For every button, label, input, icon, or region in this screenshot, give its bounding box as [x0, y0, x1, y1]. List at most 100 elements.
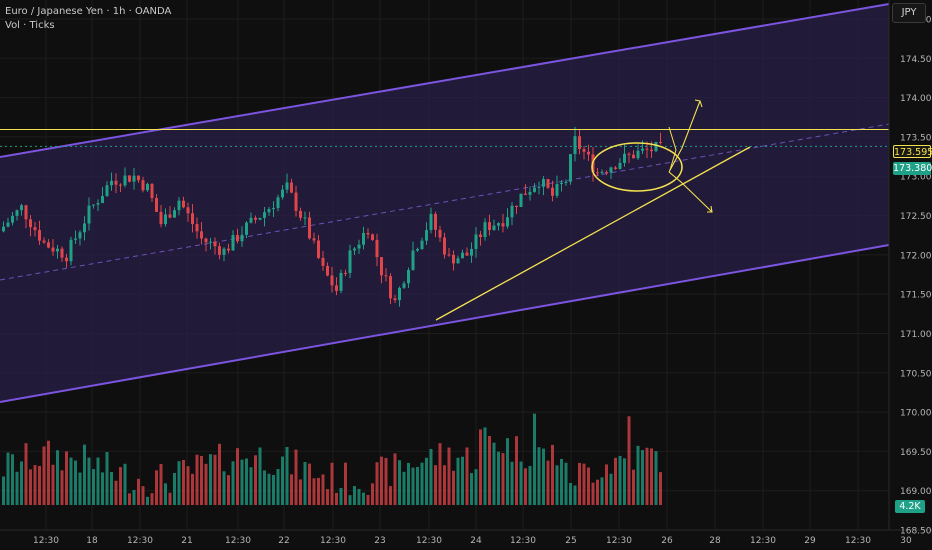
volume-bar: [308, 463, 311, 505]
volume-bar: [362, 492, 365, 505]
volume-bar: [254, 455, 257, 505]
candle-body: [425, 229, 428, 241]
volume-bar: [510, 461, 514, 505]
candle-body: [272, 208, 275, 210]
candle-body: [533, 187, 536, 192]
candle-body: [461, 252, 464, 259]
candle-body: [159, 211, 163, 225]
volume-bar: [56, 450, 59, 505]
volume-bar: [560, 458, 563, 505]
volume-bar: [258, 447, 262, 505]
time-tick-label: 22: [278, 536, 289, 546]
volume-bar: [636, 445, 640, 505]
volume-bar: [353, 486, 356, 505]
price-tick-label: 168.500: [900, 527, 932, 537]
candle-body: [632, 154, 635, 159]
channel-fill: [0, 4, 889, 402]
candle-body: [582, 148, 586, 152]
volume-bar: [272, 474, 275, 505]
volume-bar: [384, 457, 388, 505]
candle-body: [524, 193, 527, 195]
candle-body: [438, 229, 442, 238]
candle-body: [483, 222, 487, 238]
candle-body: [92, 204, 95, 206]
volume-bar: [276, 469, 280, 505]
volume-badge: 4.2K: [895, 500, 925, 513]
candle-body: [564, 181, 568, 183]
volume-bar: [375, 462, 379, 505]
breakdown-arrow: [668, 171, 713, 213]
candle-body: [474, 234, 478, 249]
candle-body: [447, 254, 451, 256]
price-tick-label: 170.500: [900, 369, 932, 379]
volume-bar: [191, 473, 194, 505]
volume-bar: [641, 450, 644, 505]
candle-body: [200, 231, 203, 239]
time-tick-label: 12:30: [33, 536, 59, 546]
candle-body: [51, 247, 55, 252]
volume-bar: [551, 444, 554, 505]
volume-bar: [267, 473, 271, 505]
candle-body: [506, 217, 509, 227]
candle-body: [371, 234, 374, 241]
volume-bar: [546, 460, 550, 505]
volume-bar: [119, 467, 122, 505]
candle-body: [285, 182, 289, 190]
volume-bar: [240, 459, 244, 505]
volume-bar: [600, 477, 604, 505]
volume-bar: [366, 494, 370, 505]
volume-bar: [380, 456, 383, 505]
candle-body: [398, 287, 401, 301]
volume-bar: [200, 455, 203, 505]
candle-body: [218, 246, 221, 255]
candle-body: [173, 210, 176, 218]
candle-body: [605, 171, 608, 173]
volume-bar: [578, 462, 581, 505]
candle-body: [182, 200, 185, 208]
symbol-title[interactable]: Euro / Japanese Yen · 1h · OANDA: [5, 6, 172, 17]
candle-body: [488, 222, 491, 231]
indicator-label[interactable]: Vol · Ticks: [5, 20, 55, 31]
volume-bar: [506, 438, 509, 505]
time-tick-label: 30: [900, 536, 912, 546]
volume-bar: [38, 465, 41, 505]
volume-bar: [416, 466, 419, 505]
candle-body: [497, 223, 500, 226]
candle-body: [645, 148, 649, 150]
currency-button[interactable]: JPY: [892, 3, 926, 23]
candle-body: [254, 217, 257, 220]
volume-bar: [402, 471, 406, 505]
volume-bar: [29, 469, 32, 505]
candle-body: [312, 238, 316, 241]
candle-body: [29, 219, 32, 228]
volume-bar: [434, 465, 437, 505]
volume-bar: [159, 463, 163, 505]
candle-body: [659, 141, 662, 143]
candle-body: [137, 175, 140, 181]
volume-bar: [452, 470, 455, 505]
candle-body: [344, 272, 347, 274]
volume-bar: [582, 463, 586, 505]
wedge-lines: [668, 126, 677, 171]
volume-bar: [281, 456, 284, 505]
candle-body: [416, 248, 419, 251]
volume-bar: [299, 479, 302, 505]
time-tick-label: 12:30: [320, 536, 346, 546]
candle-body: [321, 257, 325, 266]
last-price-badge: 173.380: [893, 162, 932, 175]
price-tick-label: 169.500: [900, 448, 932, 458]
volume-bar: [83, 444, 86, 505]
volume-bar: [69, 457, 73, 505]
volume-bar: [470, 473, 473, 505]
candle-body: [177, 200, 181, 211]
support-trendline: [435, 146, 751, 321]
candle-body: [456, 258, 460, 264]
volume-bar: [398, 460, 401, 505]
candle-body: [578, 136, 581, 149]
time-tick-label: 12:30: [127, 536, 153, 546]
volume-bar: [128, 493, 131, 505]
candle-body: [569, 154, 572, 182]
volume-bar: [11, 454, 14, 505]
